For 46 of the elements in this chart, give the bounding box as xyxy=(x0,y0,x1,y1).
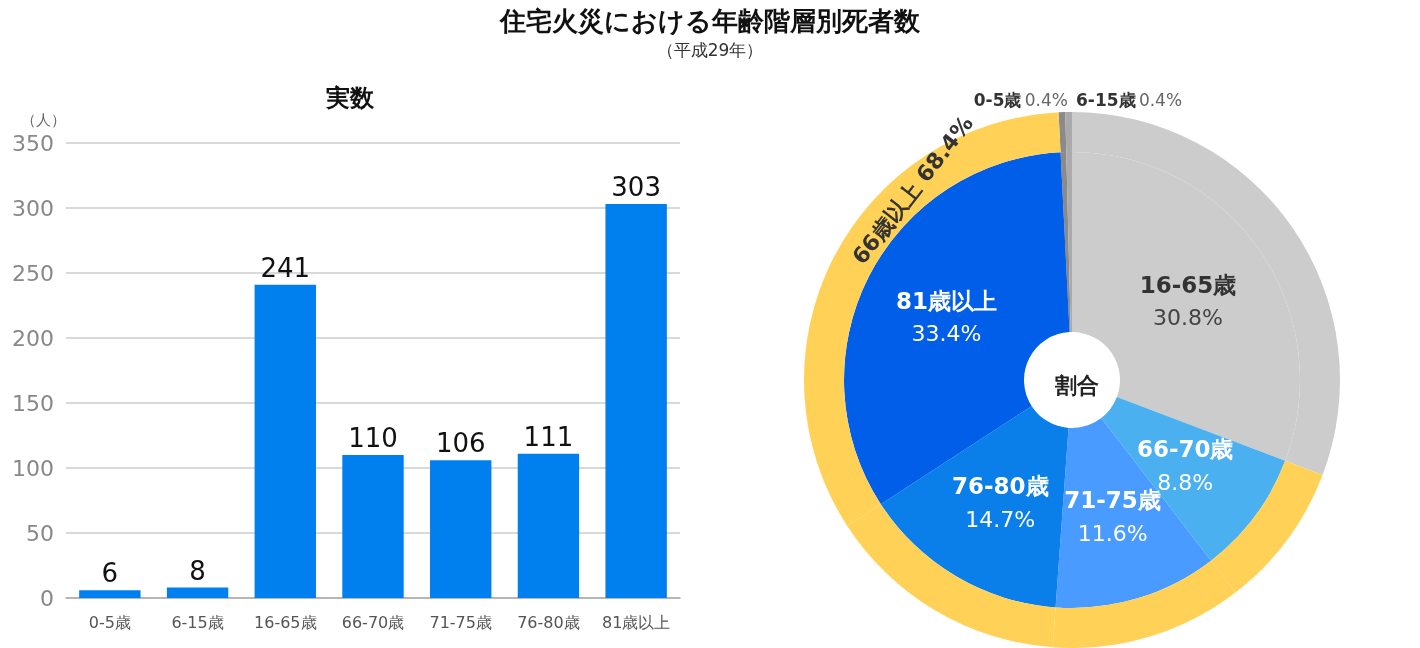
data-label: 33.4% xyxy=(911,321,982,347)
x-tick-label: 81歳以上 xyxy=(601,612,671,632)
text: 住宅火災における年齢階層別死者数 xyxy=(498,5,921,38)
y-tick-label: 300 xyxy=(12,195,54,221)
x-tick-label: 66-70歳 xyxy=(341,612,405,632)
y-axis-title: （人） xyxy=(21,110,66,129)
x-tick-label: 76-80歳 xyxy=(517,612,580,632)
y-tick-label: 350 xyxy=(12,130,54,156)
data-label: 14.7% xyxy=(965,506,1036,532)
bar xyxy=(605,204,667,598)
x-tick-label: 71-75歳 xyxy=(429,612,492,632)
x-tick-label: 16-65歳 xyxy=(254,612,317,632)
data-label: 106 xyxy=(435,428,486,459)
bar xyxy=(254,284,316,598)
y-tick-label: 150 xyxy=(12,390,54,416)
text: （平成29年） xyxy=(655,39,765,62)
bar xyxy=(517,453,580,598)
slice-label: 66-70歳 xyxy=(1136,436,1234,463)
data-label: 11.6% xyxy=(1077,520,1148,546)
y-tick-label: 0 xyxy=(40,585,54,611)
bar xyxy=(79,590,141,598)
data-label: 0.4% xyxy=(1138,90,1183,110)
data-label: 8 xyxy=(189,555,206,586)
y-tick-label: 200 xyxy=(12,325,54,351)
bar xyxy=(166,587,229,598)
data-label: 0.4% xyxy=(1024,90,1068,110)
y-tick-label: 100 xyxy=(12,455,54,481)
slice-label: 16-65歳 xyxy=(1139,271,1237,298)
data-label: 303 xyxy=(611,172,661,203)
slice-label: 81歳以上 xyxy=(895,287,997,314)
data-label: 111 xyxy=(523,421,574,452)
data-label: 30.8% xyxy=(1153,305,1223,331)
y-tick-label: 50 xyxy=(26,520,54,546)
data-label: 6 xyxy=(101,558,119,589)
data-label: 110 xyxy=(348,423,398,453)
slice-label: 6-15歳 xyxy=(1076,90,1136,110)
bar xyxy=(342,455,404,598)
data-label: 241 xyxy=(260,252,311,283)
slice-label: 0-5歳 xyxy=(973,90,1022,110)
x-tick-label: 6-15歳 xyxy=(171,612,224,632)
x-tick-label: 0-5歳 xyxy=(88,612,131,632)
slice-label: 76-80歳 xyxy=(952,473,1049,500)
bar xyxy=(430,460,492,598)
chart-title: 実数 xyxy=(325,84,375,112)
text: 割合 xyxy=(1054,372,1099,398)
y-tick-label: 250 xyxy=(12,260,54,286)
